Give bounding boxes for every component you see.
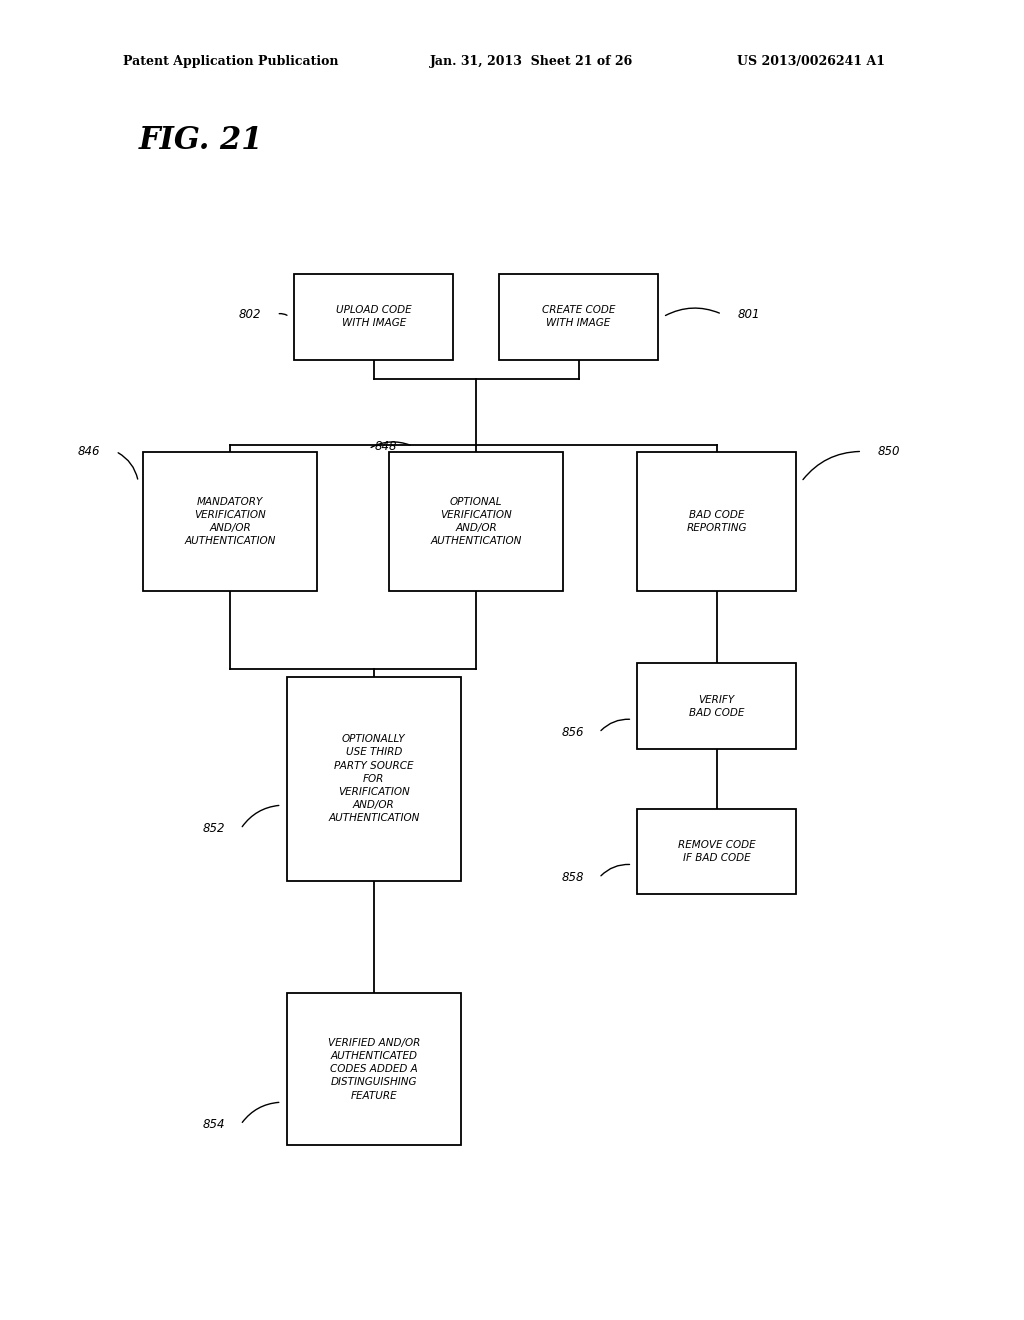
Text: US 2013/0026241 A1: US 2013/0026241 A1 [737, 55, 886, 69]
Text: VERIFIED AND/OR
AUTHENTICATED
CODES ADDED A
DISTINGUISHING
FEATURE: VERIFIED AND/OR AUTHENTICATED CODES ADDE… [328, 1038, 420, 1101]
Text: 854: 854 [203, 1118, 225, 1131]
Text: 856: 856 [561, 726, 584, 739]
Text: 858: 858 [561, 871, 584, 884]
Text: 848: 848 [375, 440, 397, 453]
Text: OPTIONALLY
USE THIRD
PARTY SOURCE
FOR
VERIFICATION
AND/OR
AUTHENTICATION: OPTIONALLY USE THIRD PARTY SOURCE FOR VE… [328, 734, 420, 824]
FancyBboxPatch shape [637, 663, 797, 750]
FancyBboxPatch shape [287, 993, 461, 1144]
Text: BAD CODE
REPORTING: BAD CODE REPORTING [686, 510, 748, 533]
Text: MANDATORY
VERIFICATION
AND/OR
AUTHENTICATION: MANDATORY VERIFICATION AND/OR AUTHENTICA… [184, 496, 276, 546]
Text: 852: 852 [203, 822, 225, 836]
Text: 850: 850 [878, 445, 900, 458]
FancyBboxPatch shape [287, 677, 461, 882]
Text: CREATE CODE
WITH IMAGE: CREATE CODE WITH IMAGE [542, 305, 615, 329]
FancyBboxPatch shape [499, 275, 657, 359]
Text: FIG. 21: FIG. 21 [138, 125, 263, 156]
Text: VERIFY
BAD CODE: VERIFY BAD CODE [689, 694, 744, 718]
Text: Patent Application Publication: Patent Application Publication [123, 55, 338, 69]
Text: OPTIONAL
VERIFICATION
AND/OR
AUTHENTICATION: OPTIONAL VERIFICATION AND/OR AUTHENTICAT… [430, 496, 522, 546]
Text: REMOVE CODE
IF BAD CODE: REMOVE CODE IF BAD CODE [678, 840, 756, 863]
FancyBboxPatch shape [637, 808, 797, 895]
FancyBboxPatch shape [295, 275, 453, 359]
FancyBboxPatch shape [143, 451, 317, 591]
Text: 846: 846 [78, 445, 100, 458]
Text: Jan. 31, 2013  Sheet 21 of 26: Jan. 31, 2013 Sheet 21 of 26 [430, 55, 633, 69]
Text: 801: 801 [737, 308, 760, 321]
FancyBboxPatch shape [637, 451, 797, 591]
Text: 802: 802 [239, 308, 261, 321]
FancyBboxPatch shape [389, 451, 563, 591]
Text: UPLOAD CODE
WITH IMAGE: UPLOAD CODE WITH IMAGE [336, 305, 412, 329]
